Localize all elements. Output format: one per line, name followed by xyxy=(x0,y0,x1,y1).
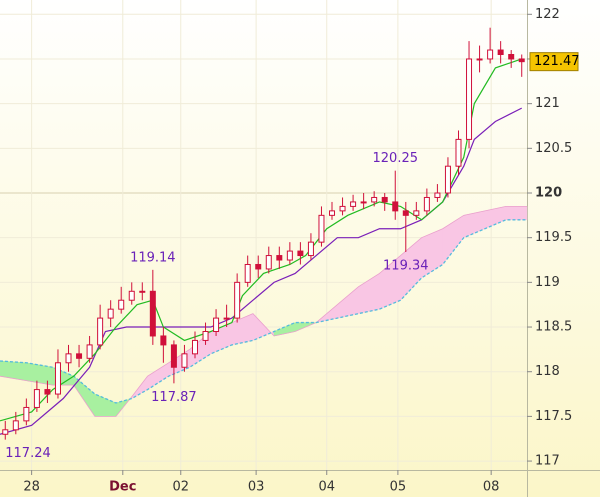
candle-body xyxy=(97,317,104,346)
cloud-segment xyxy=(505,206,528,221)
y-tick-label: 120.5 xyxy=(535,141,572,156)
candle-body xyxy=(339,205,346,212)
candle-body xyxy=(265,255,272,270)
candle-body xyxy=(297,250,304,257)
annotation: 119.34 xyxy=(383,258,429,273)
last-price-label: 121.47 xyxy=(534,54,580,69)
candle-body xyxy=(139,290,146,293)
y-tick-label: 121 xyxy=(535,96,560,111)
span-b-line xyxy=(0,219,527,404)
y-tick-label: 119 xyxy=(535,275,560,290)
candle-body xyxy=(107,308,114,319)
tenkan-line xyxy=(0,58,522,422)
x-tick-label: Dec xyxy=(109,480,136,495)
candle-body xyxy=(466,58,473,140)
y-tick-label: 119.5 xyxy=(535,230,572,245)
candle-body xyxy=(128,290,135,301)
candle-body xyxy=(487,49,494,60)
y-tick-label: 120 xyxy=(535,186,562,201)
candle-body xyxy=(149,290,156,337)
x-tick-label: 02 xyxy=(172,480,189,495)
x-tick-label: 28 xyxy=(23,480,40,495)
candle-body xyxy=(392,201,399,212)
candle-body xyxy=(381,196,388,203)
y-tick-label: 122 xyxy=(535,7,560,22)
candle-body xyxy=(255,263,262,270)
candle-body xyxy=(76,353,83,359)
candle-body xyxy=(286,250,293,261)
candle-body xyxy=(213,317,220,333)
annotation: 120.25 xyxy=(373,151,419,166)
candle-body xyxy=(444,165,451,194)
y-tick-label: 117.5 xyxy=(535,409,572,424)
last-price-box xyxy=(529,52,579,72)
candle-body xyxy=(518,58,525,63)
candle-body xyxy=(2,429,9,435)
candle-body xyxy=(118,299,125,310)
candle-body xyxy=(276,255,283,261)
candle-body xyxy=(244,263,251,283)
x-tick-label: 05 xyxy=(390,480,407,495)
candle-body xyxy=(455,138,462,167)
candle-body xyxy=(23,406,30,422)
candle-body xyxy=(181,353,188,368)
candle-body xyxy=(508,54,515,60)
candle-body xyxy=(86,344,93,359)
candle-body xyxy=(307,241,314,257)
y-tick-label: 118.5 xyxy=(535,320,572,335)
y-tick-label: 117 xyxy=(535,454,560,469)
candle-body xyxy=(191,339,198,355)
span-a-line xyxy=(0,206,527,417)
candle-body xyxy=(371,196,378,203)
candle-body xyxy=(350,201,357,207)
candle-body xyxy=(65,353,72,364)
candle-body xyxy=(476,58,483,61)
candle-body xyxy=(423,196,430,212)
annotation: 117.87 xyxy=(151,390,197,405)
candle-body xyxy=(12,420,19,431)
x-tick-label: 08 xyxy=(483,480,500,495)
annotation: 119.14 xyxy=(130,250,176,265)
candle-body xyxy=(44,389,51,395)
candle-body xyxy=(234,281,241,319)
x-tick-label: 03 xyxy=(248,480,265,495)
candle-body xyxy=(434,192,441,198)
candle-body xyxy=(360,201,367,204)
candle-body xyxy=(318,214,325,243)
candle-body xyxy=(402,210,409,216)
candle-body xyxy=(160,335,167,346)
candle-body xyxy=(413,210,420,216)
candle-body xyxy=(170,344,177,368)
annotation: 117.24 xyxy=(5,446,51,461)
candle-body xyxy=(33,389,40,408)
candle-body xyxy=(223,317,230,320)
candle-body xyxy=(497,49,504,56)
y-tick-label: 118 xyxy=(535,364,560,379)
candle-body xyxy=(329,210,336,216)
candle-body xyxy=(54,362,61,395)
candle-body xyxy=(202,331,209,341)
x-tick-label: 04 xyxy=(318,480,335,495)
